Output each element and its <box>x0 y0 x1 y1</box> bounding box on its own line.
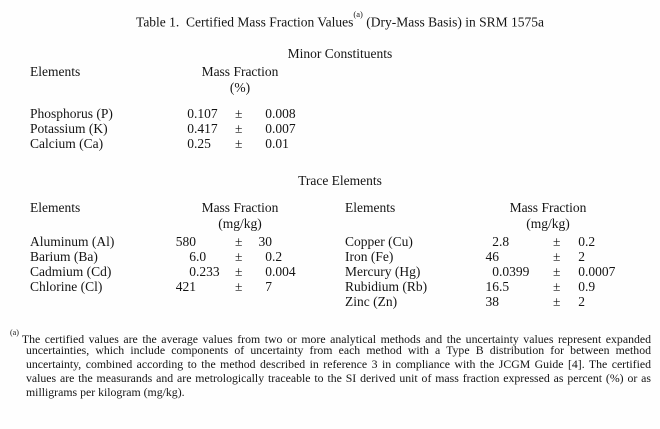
table-row: Phosphorus (P) 0.107 ± 0.008 <box>30 106 350 121</box>
plus-minus-sign: ± <box>553 294 561 309</box>
plus-minus-sign: ± <box>553 279 561 294</box>
uncertainty-value: 2 <box>578 294 585 309</box>
uncertainty-value: 0.2 <box>265 249 283 264</box>
mass-fraction-value: 0.25 <box>187 136 211 151</box>
uncertainty-value: 7 <box>265 279 272 294</box>
mass-fraction-value: 0.0399 <box>492 264 530 279</box>
mass-fraction-unit: (mg/kg) <box>218 216 262 231</box>
element-name: Aluminum (Al) <box>30 234 115 249</box>
minor-constituents-table-body: Phosphorus (P) 0.107 ± 0.008 Potassium (… <box>30 106 350 151</box>
plus-minus-sign: ± <box>235 279 243 294</box>
table-row: Rubidium (Rb) 16.5 ± 0.9 <box>345 279 660 294</box>
uncertainty-value: 2 <box>578 249 585 264</box>
uncertainty-value: 0.9 <box>578 279 596 294</box>
element-name: Cadmium (Cd) <box>30 264 112 279</box>
elements-column-header: Elements <box>30 64 81 79</box>
table-row: Cadmium (Cd) 0.233 ± 0.004 <box>30 264 350 279</box>
elements-column-header: Elements <box>345 200 396 215</box>
trace-left-table-body: Aluminum (Al) 580 ± 30 Barium (Ba) 6.0 ±… <box>30 234 350 294</box>
element-name: Barium (Ba) <box>30 249 98 264</box>
table-row: Calcium (Ca) 0.25 ± 0.01 <box>30 136 350 151</box>
table-title: Table 1. Certified Mass Fraction Values(… <box>20 9 660 31</box>
element-name: Phosphorus (P) <box>30 106 113 121</box>
elements-column-header: Elements <box>30 200 81 215</box>
uncertainty-value: 0.01 <box>265 136 289 151</box>
element-name: Zinc (Zn) <box>345 294 398 309</box>
element-name: Calcium (Ca) <box>30 136 104 151</box>
footnote-line: milligrams per kilogram (mg/kg). <box>26 385 185 399</box>
table-title-text: Table 1. Certified Mass Fraction Values <box>136 14 354 30</box>
element-name: Chlorine (Cl) <box>30 279 103 294</box>
trace-elements-heading: Trace Elements <box>298 173 382 188</box>
mass-fraction-column-header: Mass Fraction <box>201 64 279 79</box>
plus-minus-sign: ± <box>235 264 243 279</box>
table-row: Aluminum (Al) 580 ± 30 <box>30 234 350 249</box>
element-name: Iron (Fe) <box>345 249 394 264</box>
minor-constituents-heading: Minor Constituents <box>287 46 393 61</box>
footnote-text: The certified values are the average val… <box>21 331 651 346</box>
plus-minus-sign: ± <box>235 121 243 136</box>
uncertainty-value: 0.007 <box>265 121 296 136</box>
trace-right-table-body: Copper (Cu) 2.8 ± 0.2 Iron (Fe) 46 ± 2 M… <box>345 234 660 309</box>
table-title-suffix: (Dry-Mass Basis) in SRM 1575a <box>362 14 544 30</box>
footnote-line: values are the measurands and are metrol… <box>26 371 651 385</box>
mass-fraction-value: 6.0 <box>189 249 207 264</box>
mass-fraction-value: 0.417 <box>187 121 218 136</box>
uncertainty-value: 30 <box>258 234 273 249</box>
footnote-reference-superscript: (a) <box>353 9 363 19</box>
trace-right-table-header: Elements Mass Fraction (mg/kg) <box>345 200 645 232</box>
table-row: Chlorine (Cl) 421 ± 7 <box>30 279 350 294</box>
plus-minus-sign: ± <box>235 249 243 264</box>
table-row: Copper (Cu) 2.8 ± 0.2 <box>345 234 660 249</box>
plus-minus-sign: ± <box>235 106 243 121</box>
mass-fraction-value: 38 <box>485 294 500 309</box>
table-row: Mercury (Hg) 0.0399 ± 0.0007 <box>345 264 660 279</box>
mass-fraction-value: 2.8 <box>492 234 510 249</box>
footnote-marker: (a) <box>10 328 19 337</box>
table-row: Barium (Ba) 6.0 ± 0.2 <box>30 249 350 264</box>
trace-left-table-header: Elements Mass Fraction (mg/kg) <box>30 200 330 232</box>
mass-fraction-value: 46 <box>485 249 500 264</box>
element-name: Mercury (Hg) <box>345 264 421 279</box>
minor-constituents-table-header: Elements Mass Fraction (%) <box>30 64 330 96</box>
mass-fraction-unit: (%) <box>229 80 251 95</box>
plus-minus-sign: ± <box>235 234 243 249</box>
mass-fraction-value: 0.107 <box>187 106 218 121</box>
uncertainty-value: 0.2 <box>578 234 596 249</box>
table-footnote: (a) The certified values are the average … <box>10 328 651 399</box>
footnote-line: (a) The certified values are the average … <box>10 328 651 346</box>
uncertainty-value: 0.004 <box>265 264 296 279</box>
mass-fraction-value: 580 <box>175 234 196 249</box>
plus-minus-sign: ± <box>553 234 561 249</box>
plus-minus-sign: ± <box>553 264 561 279</box>
element-name: Potassium (K) <box>30 121 108 136</box>
uncertainty-value: 0.008 <box>265 106 296 121</box>
table-row: Iron (Fe) 46 ± 2 <box>345 249 660 264</box>
mass-fraction-value: 16.5 <box>485 279 510 294</box>
table-row: Zinc (Zn) 38 ± 2 <box>345 294 660 309</box>
plus-minus-sign: ± <box>235 136 243 151</box>
table-row: Potassium (K) 0.417 ± 0.007 <box>30 121 350 136</box>
mass-fraction-value: 421 <box>175 279 196 294</box>
mass-fraction-column-header: Mass Fraction <box>201 200 279 215</box>
element-name: Copper (Cu) <box>345 234 413 249</box>
element-name: Rubidium (Rb) <box>345 279 428 294</box>
footnote-line: uncertainties, which include components … <box>26 343 651 357</box>
footnote-line: uncertainty, combined according to the m… <box>26 357 651 371</box>
mass-fraction-column-header: Mass Fraction <box>509 200 587 215</box>
plus-minus-sign: ± <box>553 249 561 264</box>
mass-fraction-value: 0.233 <box>189 264 220 279</box>
uncertainty-value: 0.0007 <box>578 264 616 279</box>
mass-fraction-unit: (mg/kg) <box>526 216 570 231</box>
